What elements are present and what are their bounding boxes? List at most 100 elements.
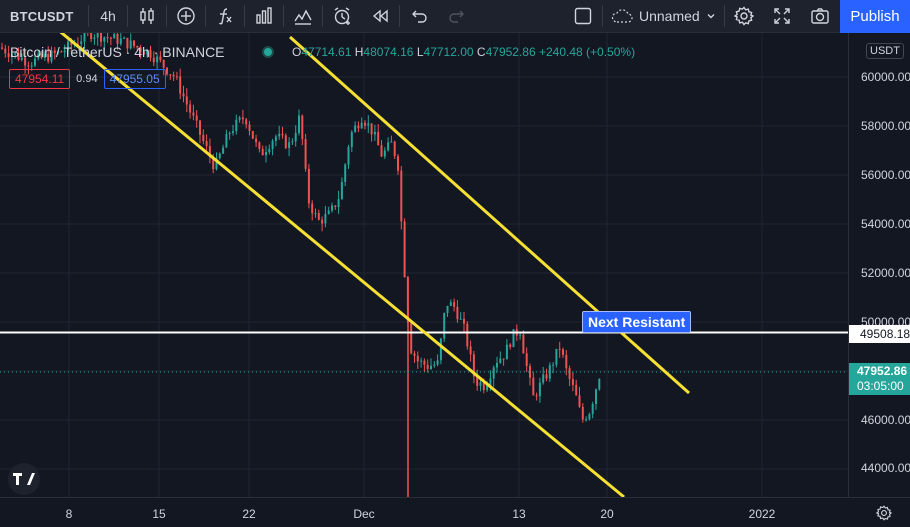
candle-body xyxy=(215,157,218,170)
tradingview-logo-icon xyxy=(13,473,35,485)
candle-body xyxy=(251,131,254,139)
replay-button[interactable] xyxy=(361,0,399,33)
candle-body xyxy=(208,146,211,158)
line-chart-icon xyxy=(294,9,312,25)
candle-body xyxy=(268,149,271,153)
candle-body xyxy=(278,133,281,137)
candle-body xyxy=(156,56,159,63)
candle-body xyxy=(578,395,581,407)
layout-button[interactable] xyxy=(564,0,602,33)
candle-body xyxy=(7,53,10,57)
financials-button[interactable] xyxy=(245,0,283,33)
candle-body xyxy=(416,355,419,362)
candle-body xyxy=(271,140,274,150)
change-value: +240.48 (+0.50%) xyxy=(539,45,636,59)
compare-button[interactable] xyxy=(167,0,205,33)
high-key: H xyxy=(354,45,364,59)
candle-body xyxy=(126,37,129,49)
interval-button[interactable]: 4h xyxy=(100,8,116,24)
candle-body xyxy=(96,33,99,38)
time-axis[interactable]: 8 15 22 Dec 13 20 2022 xyxy=(0,497,910,527)
time-tick: 15 xyxy=(152,507,166,521)
alert-button[interactable] xyxy=(323,0,361,33)
candle-body xyxy=(106,37,109,39)
indicators-button[interactable] xyxy=(206,0,244,33)
undo-button[interactable] xyxy=(400,0,438,33)
candle-body xyxy=(192,112,195,116)
currency-button[interactable]: USDT xyxy=(866,43,904,59)
time-tick: 2022 xyxy=(748,507,776,521)
candle-body xyxy=(304,139,307,169)
sell-button[interactable]: 47954.11 xyxy=(9,69,71,89)
channel-upper-line[interactable] xyxy=(289,35,690,395)
price-chart[interactable] xyxy=(0,33,848,497)
candle-body xyxy=(456,306,459,320)
top-toolbar: BTCUSDT 4h Unnamed xyxy=(0,0,910,33)
plus-circle-icon xyxy=(177,7,195,25)
candle-body xyxy=(548,365,551,379)
next-resistant-label[interactable]: Next Resistant xyxy=(582,311,692,333)
channel-lower-line[interactable] xyxy=(40,33,625,497)
market-status-dot[interactable] xyxy=(262,46,274,58)
candle-body xyxy=(149,49,152,58)
candle-body xyxy=(281,133,284,136)
candle-body xyxy=(420,360,423,362)
gear-icon[interactable] xyxy=(876,505,892,521)
candle-body xyxy=(100,33,102,42)
fullscreen-button[interactable] xyxy=(763,0,801,33)
publish-button[interactable]: Publish xyxy=(840,0,910,33)
cloud-icon xyxy=(611,9,633,23)
bar-countdown: 03:05:00 xyxy=(857,379,904,393)
symbol-search-button[interactable]: BTCUSDT xyxy=(10,8,74,24)
buy-button[interactable]: 47955.05 xyxy=(103,69,166,89)
candle-body xyxy=(255,138,258,143)
rewind-icon xyxy=(372,9,388,23)
candle-body xyxy=(314,213,317,215)
redo-button[interactable] xyxy=(438,0,476,33)
templates-button[interactable] xyxy=(284,0,322,33)
candle-body xyxy=(139,47,142,52)
candle-body xyxy=(166,67,168,75)
low-value: 47712.00 xyxy=(423,45,474,59)
candle-body xyxy=(446,305,449,314)
candle-body xyxy=(347,146,350,165)
candle-body xyxy=(324,213,327,224)
candle-body xyxy=(43,54,46,58)
candle-body xyxy=(50,50,53,62)
price-tick: 58000.00 xyxy=(861,119,910,133)
candle-body xyxy=(14,53,17,55)
tradingview-logo[interactable] xyxy=(8,463,40,495)
candle-body xyxy=(552,364,555,366)
candle-body xyxy=(60,51,63,53)
settings-button[interactable] xyxy=(725,0,763,33)
candle-body xyxy=(301,115,304,140)
candle-body xyxy=(463,318,465,324)
price-axis[interactable]: USDT 60000.00 58000.00 56000.00 54000.00… xyxy=(848,33,910,497)
last-price-tag: 47952.86 03:05:00 xyxy=(849,363,910,395)
candle-body xyxy=(337,199,340,207)
time-tick: 20 xyxy=(600,507,614,521)
chevron-down-icon xyxy=(707,14,715,19)
price-tick: 60000.00 xyxy=(861,70,910,84)
candle-body xyxy=(47,54,50,62)
candle-body xyxy=(172,74,175,77)
candle-body xyxy=(37,53,40,59)
candle-body xyxy=(228,132,231,135)
candle-body xyxy=(525,353,528,367)
redo-icon xyxy=(449,10,464,23)
candle-body xyxy=(80,41,83,45)
candle-body xyxy=(83,33,86,42)
ohlc-values: O47714.61 H48074.16 L47712.00 C47952.86 … xyxy=(292,45,635,59)
close-value: 47952.86 xyxy=(485,45,536,59)
candle-body xyxy=(30,65,33,67)
snapshot-button[interactable] xyxy=(801,0,839,33)
chart-type-button[interactable] xyxy=(128,0,166,33)
candle-body xyxy=(67,41,69,51)
candle-body xyxy=(380,145,383,157)
last-price-value: 47952.86 xyxy=(857,364,908,378)
chart-pane[interactable]: Bitcoin / TetherUS · 4h · BINANCE O47714… xyxy=(0,33,848,497)
layout-name-button[interactable]: Unnamed xyxy=(603,0,724,33)
candle-body xyxy=(334,205,337,207)
chart-legend-title[interactable]: Bitcoin / TetherUS · 4h · BINANCE xyxy=(10,44,225,60)
legend-pair: Bitcoin / TetherUS xyxy=(10,44,122,60)
